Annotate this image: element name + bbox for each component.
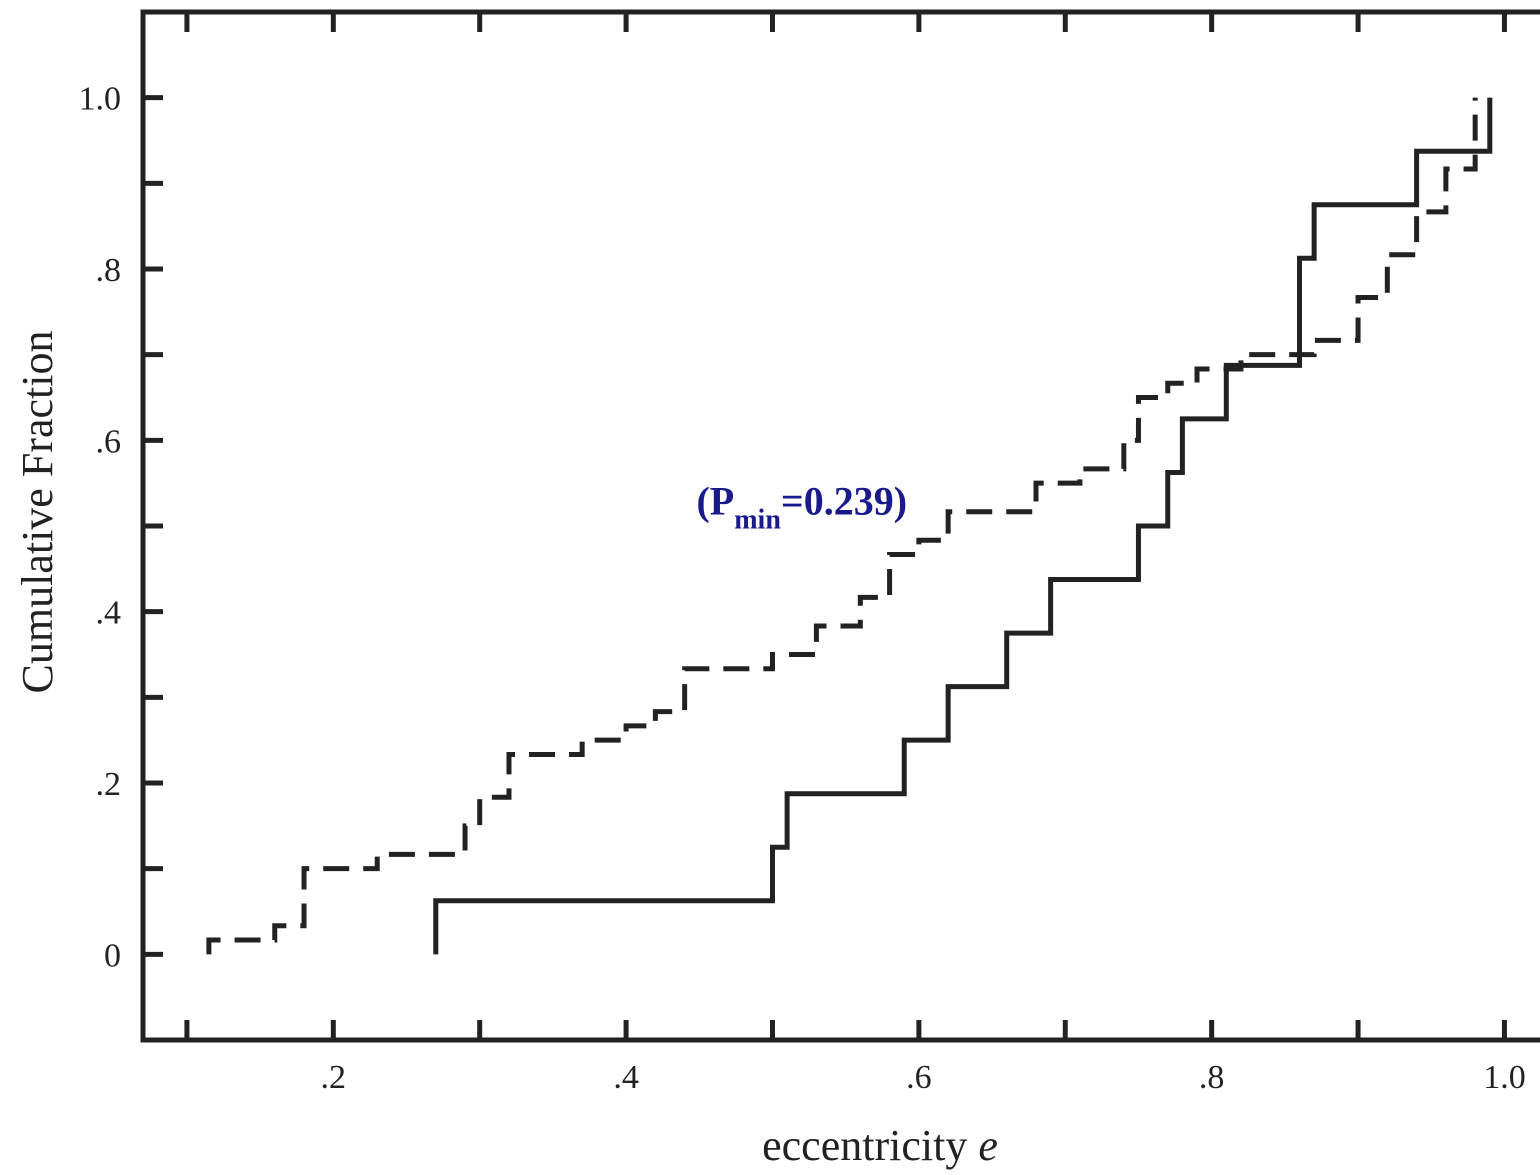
x-tick-label: .4: [613, 1059, 639, 1096]
series-layer: [206, 97, 1493, 955]
y-tick-label: 1.0: [79, 81, 122, 118]
annotation-suffix: =0.239): [781, 478, 907, 523]
y-tick-label: 0: [104, 937, 121, 974]
x-tick-label: .8: [1199, 1059, 1225, 1096]
p-min-annotation: (Pmin=0.239): [696, 478, 907, 535]
x-tick-label: .2: [321, 1059, 347, 1096]
series-dashed-line: [206, 97, 1478, 955]
y-axis-label: Cumulative Fraction: [13, 331, 62, 694]
y-tick-label: .6: [96, 423, 122, 460]
y-tick-label: .4: [96, 595, 122, 632]
series-solid-line: [433, 97, 1493, 955]
x-axis-symbol: e: [978, 1121, 998, 1170]
x-axis-label-text: eccentricity: [762, 1121, 967, 1170]
annotation-subscript: min: [734, 504, 781, 535]
y-tick-label: .8: [96, 252, 122, 289]
annotation-prefix: (P: [696, 478, 734, 523]
plot-frame: [140, 9, 1540, 1043]
y-tick-label: .2: [96, 766, 122, 803]
tick-labels: .2 .4 .6 .8 1.0 0 .2 .4 .6 .8 1.0: [79, 81, 1526, 1096]
axis-ticks: [143, 12, 1507, 1040]
x-axis-label: eccentricity e: [762, 1121, 998, 1170]
x-tick-label: .6: [906, 1059, 932, 1096]
x-tick-label: 1.0: [1483, 1059, 1526, 1096]
